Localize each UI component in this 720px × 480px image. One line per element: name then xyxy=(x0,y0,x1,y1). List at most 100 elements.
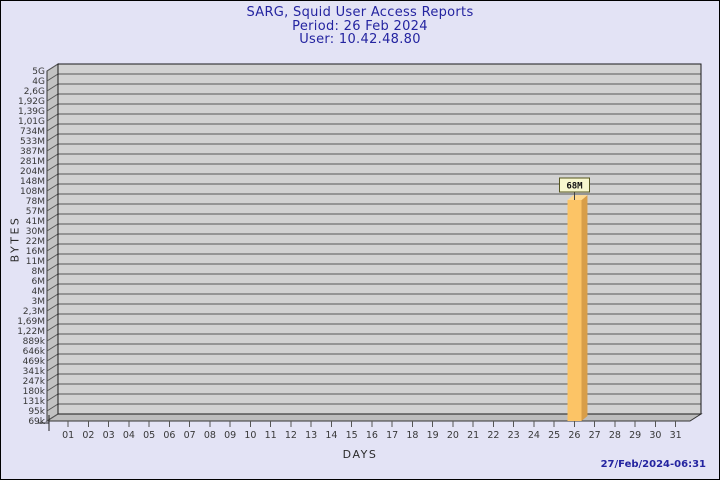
y-tick-label: 148M xyxy=(20,177,45,187)
wall-hatch-line xyxy=(46,403,59,412)
x-tick-label: 10 xyxy=(244,430,256,441)
x-tick-label: 05 xyxy=(143,430,155,441)
x-tick-label: 02 xyxy=(82,430,94,441)
y-tick-label: 1,01G xyxy=(18,117,45,127)
x-tick-label: 23 xyxy=(508,430,520,441)
x-tick-label: 17 xyxy=(386,430,398,441)
x-tick-label: 27 xyxy=(589,430,601,441)
y-tick-label: 180k xyxy=(23,387,46,397)
bar-value-label: 68M xyxy=(566,182,583,192)
y-tick-label: 1,69M xyxy=(17,317,45,327)
x-tick-label: 06 xyxy=(163,430,175,441)
wall-hatch-line xyxy=(46,363,59,372)
wall-hatch-line xyxy=(46,243,59,252)
wall-hatch-line xyxy=(46,323,59,332)
x-tick-label: 28 xyxy=(609,430,621,441)
value-label-box xyxy=(558,177,590,193)
y-tick-label: 6M xyxy=(32,277,46,287)
y-tick-label: 889k xyxy=(23,337,46,347)
wall-hatch-line xyxy=(46,213,59,222)
y-tick-label: 2,6G xyxy=(24,87,45,97)
y-tick-label: 108M xyxy=(20,187,45,197)
x-tick-label: 11 xyxy=(265,430,277,441)
y-tick-label: 387M xyxy=(20,147,45,157)
x-tick-label: 20 xyxy=(447,430,459,441)
y-tick-label: 281M xyxy=(20,157,45,167)
y-tick-label: 41M xyxy=(26,217,45,227)
y-tick-label: 204M xyxy=(20,167,45,177)
wall-hatch-line xyxy=(46,253,59,262)
x-tick-label: 01 xyxy=(62,430,74,441)
y-tick-label: 247k xyxy=(23,377,46,387)
floor xyxy=(45,413,703,422)
y-tick-label: 69k xyxy=(28,417,45,427)
x-tick-label: 30 xyxy=(649,430,661,441)
x-tick-label: 31 xyxy=(670,430,682,441)
wall-hatch-line xyxy=(46,343,59,352)
x-tick-label: 15 xyxy=(346,430,358,441)
wall-hatch-line xyxy=(46,293,59,302)
x-tick-label: 12 xyxy=(285,430,297,441)
x-tick-label: 04 xyxy=(123,430,135,441)
y-tick-label: 57M xyxy=(26,207,45,217)
wall-hatch-line xyxy=(46,233,59,242)
y-tick-label: 131k xyxy=(23,397,46,407)
wall-hatch-line xyxy=(46,333,59,342)
wall-hatch-line xyxy=(46,133,59,142)
chart-period: Period: 26 Feb 2024 xyxy=(292,18,428,34)
wall-hatch-line xyxy=(46,273,59,282)
y-tick-label: 11M xyxy=(26,257,45,267)
y-tick-label: 341k xyxy=(23,367,46,377)
y-tick-label: 1,22M xyxy=(17,327,45,337)
bar-top-face xyxy=(567,195,588,201)
x-tick-label: 25 xyxy=(548,430,560,441)
wall-hatch-line xyxy=(46,373,59,382)
y-tick-label: 16M xyxy=(26,247,45,257)
y-tick-label: 5G xyxy=(32,67,45,77)
x-tick-label: 29 xyxy=(629,430,641,441)
x-tick-label: 24 xyxy=(528,430,540,441)
wall-hatch-line xyxy=(46,393,59,402)
y-tick-label: 533M xyxy=(20,137,45,147)
chart-header: SARG, Squid User Access Reports Period: … xyxy=(1,6,719,47)
y-tick-label: 78M xyxy=(26,197,45,207)
wall-hatch-line xyxy=(46,83,59,92)
y-tick-label: 95k xyxy=(28,407,45,417)
wall-hatch-line xyxy=(46,303,59,312)
y-tick-label: 2,3M xyxy=(23,307,45,317)
wall-hatch-line xyxy=(46,263,59,272)
wall-hatch-line xyxy=(46,73,59,82)
wall-hatch-line xyxy=(46,353,59,362)
x-axis-title: DAYS xyxy=(342,448,378,461)
wall-hatch-line xyxy=(46,203,59,212)
wall-hatch-line xyxy=(46,183,59,192)
x-tick-label: 09 xyxy=(224,430,236,441)
y-tick-label: 22M xyxy=(26,237,45,247)
wall-hatch-line xyxy=(46,223,59,232)
y-tick-label: 3M xyxy=(32,297,46,307)
y-tick-label: 734M xyxy=(20,127,45,137)
bar-day-26 xyxy=(567,200,582,421)
wall-hatch-line xyxy=(46,143,59,152)
wall-hatch-line xyxy=(46,193,59,202)
generated-timestamp: 27/Feb/2024-06:31 xyxy=(600,459,706,470)
x-tick-label: 21 xyxy=(467,430,479,441)
bar-side-face xyxy=(581,195,588,421)
x-tick-label: 14 xyxy=(325,430,337,441)
y-tick-label: 30M xyxy=(26,227,45,237)
x-tick-label: 07 xyxy=(184,430,196,441)
wall-hatch-line xyxy=(46,113,59,122)
y-tick-label: 469k xyxy=(23,357,46,367)
wall-hatch-line xyxy=(46,153,59,162)
wall-hatch-line xyxy=(46,383,59,392)
wall-hatch-line xyxy=(46,173,59,182)
y-tick-label: 1,39G xyxy=(18,107,45,117)
wall-hatch-line xyxy=(46,123,59,132)
wall-hatch-line xyxy=(46,313,59,322)
wall-hatch-line xyxy=(46,93,59,102)
chart-user: User: 10.42.48.80 xyxy=(299,32,421,47)
y-tick-label: 4G xyxy=(32,77,45,87)
x-tick-label: 03 xyxy=(103,430,115,441)
